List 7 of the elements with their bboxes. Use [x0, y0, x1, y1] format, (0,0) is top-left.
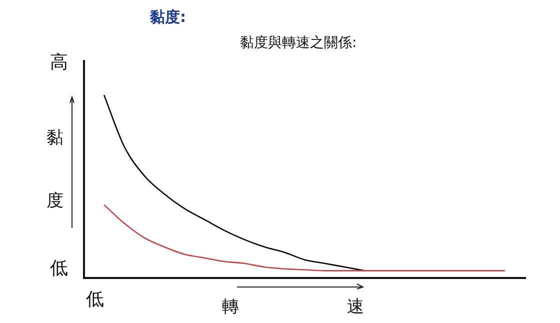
- text: 低: [50, 257, 68, 280]
- chart-subtitle: 黏度與轉速之關係:: [240, 34, 357, 52]
- y-axis-title: 黏度: [44, 115, 66, 239]
- chart-title: 黏度:: [150, 8, 186, 27]
- text: 低: [86, 288, 104, 311]
- text: 高: [50, 51, 68, 74]
- x-axis-title: 轉速: [222, 296, 472, 318]
